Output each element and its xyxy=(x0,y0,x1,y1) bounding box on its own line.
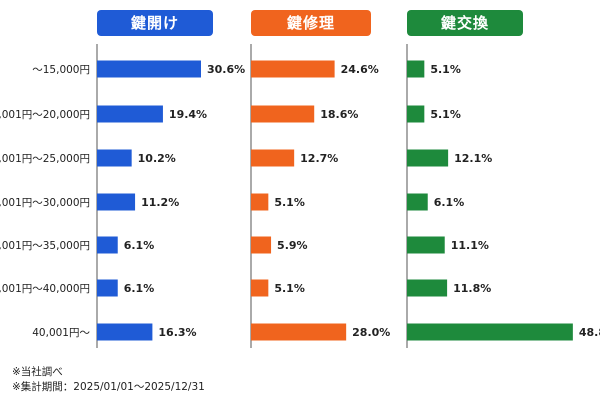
bar-key-replacement xyxy=(407,105,425,123)
category-label: 25,001円〜30,000円 xyxy=(0,197,90,209)
bar-key-repair xyxy=(251,105,315,123)
data-label-key-replacement: 48.8% xyxy=(579,326,600,339)
category-label: 40,001円〜 xyxy=(32,327,90,339)
bar-key-opening xyxy=(97,323,153,341)
data-label-key-replacement: 11.1% xyxy=(451,239,489,252)
data-label-key-replacement: 5.1% xyxy=(430,63,461,76)
category-label: 35,001円〜40,000円 xyxy=(0,283,90,295)
data-label-key-replacement: 6.1% xyxy=(434,196,465,209)
panel-title-key-opening: 鍵開け xyxy=(97,10,213,36)
bar-key-opening xyxy=(97,193,136,211)
bar-key-replacement xyxy=(407,60,425,78)
bar-key-replacement xyxy=(407,323,573,341)
data-label-key-opening: 16.3% xyxy=(158,326,196,339)
data-label-key-opening: 11.2% xyxy=(141,196,179,209)
footnote-period: ※集計期間：2025/01/01〜2025/12/31 xyxy=(12,381,205,393)
bar-key-repair xyxy=(251,323,347,341)
bar-key-repair xyxy=(251,60,335,78)
category-label: 15,001円〜20,000円 xyxy=(0,109,90,121)
data-label-key-repair: 12.7% xyxy=(300,152,338,165)
bar-key-opening xyxy=(97,105,163,123)
data-label-key-repair: 24.6% xyxy=(341,63,379,76)
data-label-key-opening: 30.6% xyxy=(207,63,245,76)
data-label-key-opening: 10.2% xyxy=(138,152,176,165)
panel-title-key-repair: 鍵修理 xyxy=(251,10,371,36)
bar-key-repair xyxy=(251,236,272,254)
data-label-key-repair: 18.6% xyxy=(320,108,358,121)
bar-key-repair xyxy=(251,149,295,167)
bar-key-replacement xyxy=(407,236,445,254)
bar-key-opening xyxy=(97,236,118,254)
bar-key-replacement xyxy=(407,279,448,297)
data-label-key-repair: 5.1% xyxy=(274,282,305,295)
data-label-key-opening: 19.4% xyxy=(169,108,207,121)
category-label: 〜15,000円 xyxy=(32,64,90,76)
data-label-key-replacement: 12.1% xyxy=(454,152,492,165)
bar-key-opening xyxy=(97,279,118,297)
data-label-key-replacement: 5.1% xyxy=(430,108,461,121)
bar-key-repair xyxy=(251,279,269,297)
category-label: 20,001円〜25,000円 xyxy=(0,153,90,165)
data-label-key-repair: 28.0% xyxy=(352,326,390,339)
data-label-key-opening: 6.1% xyxy=(124,239,155,252)
category-label: 30,001円〜35,000円 xyxy=(0,240,90,252)
bar-key-replacement xyxy=(407,193,428,211)
bar-key-repair xyxy=(251,193,269,211)
data-label-key-repair: 5.1% xyxy=(274,196,305,209)
panel-title-key-replacement: 鍵交換 xyxy=(407,10,523,36)
data-label-key-opening: 6.1% xyxy=(124,282,155,295)
bar-key-opening xyxy=(97,149,132,167)
data-label-key-replacement: 11.8% xyxy=(453,282,491,295)
bar-key-replacement xyxy=(407,149,449,167)
bar-key-opening xyxy=(97,60,201,78)
data-label-key-repair: 5.9% xyxy=(277,239,308,252)
footnote-source: ※当社調べ xyxy=(12,366,63,378)
